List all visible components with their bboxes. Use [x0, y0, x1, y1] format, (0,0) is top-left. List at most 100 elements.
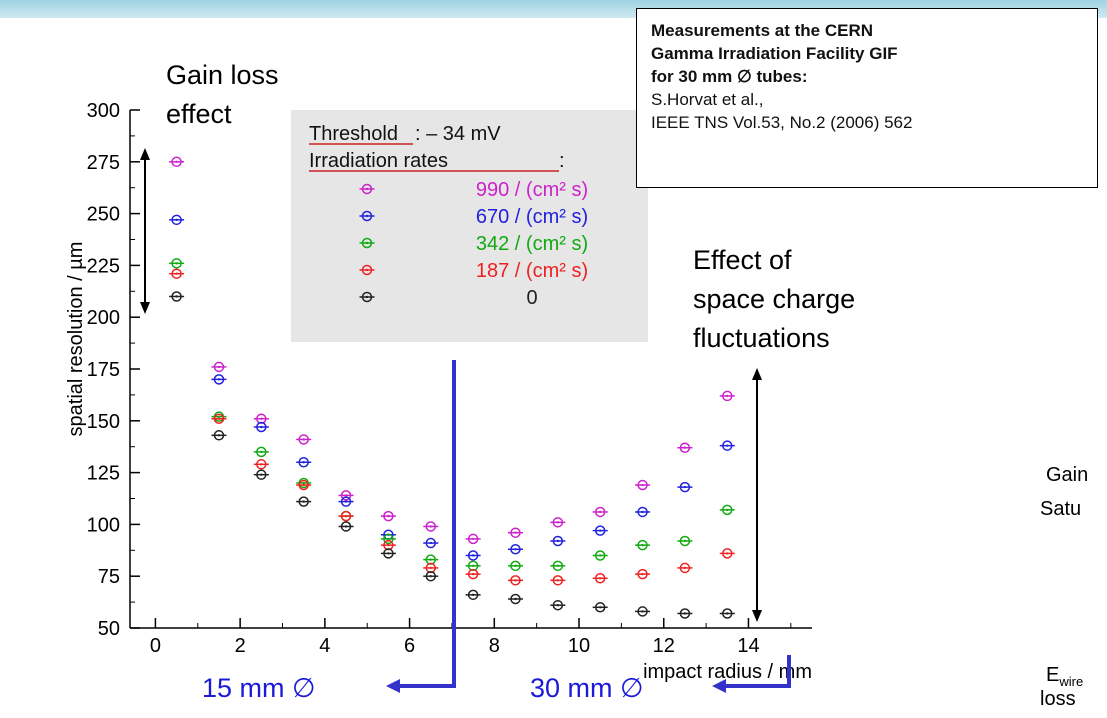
data-point [677, 562, 693, 574]
diameter-30-arrow-head [712, 679, 726, 693]
data-point [677, 442, 693, 453]
data-point [635, 539, 651, 551]
reference-line-5: IEEE TNS Vol.53, No.2 (2006) 562 [651, 113, 913, 132]
data-point [507, 593, 523, 605]
x-tick-label: 2 [235, 635, 246, 657]
data-point [719, 548, 735, 559]
space-charge-arrow-head-up [752, 368, 762, 380]
legend-entry-label: 670 / (cm² s) [476, 206, 588, 228]
data-point [211, 374, 227, 385]
data-point [507, 527, 523, 538]
data-point [169, 268, 185, 279]
data-point [719, 440, 735, 451]
space-charge-label-3: fluctuations [693, 323, 830, 353]
legend-entry-label: 187 / (cm² s) [476, 260, 588, 282]
data-point [338, 496, 354, 507]
legend-marker [359, 183, 375, 195]
legend-rates-suffix: : [559, 150, 565, 172]
data-point [677, 481, 693, 493]
data-point [296, 434, 312, 445]
data-point [677, 608, 693, 619]
legend-box [291, 110, 648, 342]
diameter-15-marker [396, 360, 456, 688]
legend-marker [359, 291, 375, 303]
data-point [550, 517, 566, 528]
y-axis-label: spatial resolution / µm [65, 242, 87, 437]
x-tick-label: 0 [150, 635, 161, 657]
ewire-label: Ewire [1046, 660, 1083, 697]
y-tick-label: 75 [98, 566, 120, 588]
y-tick-label: 225 [87, 255, 120, 277]
data-point [592, 525, 608, 536]
data-point [423, 521, 439, 532]
annotation-arrows [140, 148, 791, 693]
data-point [719, 390, 735, 402]
data-point [507, 544, 523, 555]
x-tick-label: 4 [319, 635, 330, 657]
data-point [635, 506, 651, 518]
y-tick-label: 125 [87, 463, 120, 485]
gain-loss-arrow-head-up [140, 148, 150, 160]
data-point [253, 446, 269, 458]
gain-loss-label-2: effect [166, 99, 232, 129]
data-point [338, 510, 354, 522]
data-point [380, 533, 396, 545]
diameter-15-label: 15 mm ∅ [202, 673, 316, 703]
legend-entry-label: 342 / (cm² s) [476, 233, 588, 255]
reference-line-2: Gamma Irradiation Facility GIF [651, 44, 898, 63]
data-point [719, 608, 735, 619]
data-point [635, 479, 651, 491]
ewire-main: E [1046, 664, 1060, 686]
data-point [380, 548, 396, 559]
data-point [211, 361, 227, 373]
data-point [211, 413, 227, 424]
space-charge-label-2: space charge [693, 284, 856, 314]
data-point [296, 496, 312, 507]
data-point [719, 504, 735, 516]
data-point [253, 459, 269, 470]
data-point [296, 479, 312, 491]
data-point [169, 156, 185, 168]
data-point [465, 533, 481, 545]
legend-threshold-value: : – 34 mV [415, 123, 501, 145]
y-tick-label: 175 [87, 359, 120, 381]
saturation-cut-label: Satu [1040, 498, 1082, 520]
y-tick-label: 250 [87, 204, 120, 226]
x-axis-label: impact radius / mm [643, 661, 812, 683]
gain-loss-label: Gain loss [166, 60, 279, 90]
data-point [169, 214, 185, 226]
gain-loss-arrow-head-down [140, 302, 150, 314]
data-point [550, 560, 566, 572]
ewire-subscript: wire [1059, 674, 1084, 689]
y-tick-label: 300 [87, 100, 120, 122]
legend-marker [359, 237, 375, 249]
data-point [592, 573, 608, 584]
space-charge-arrow-head-down [752, 610, 762, 622]
data-point [380, 510, 396, 522]
data-point [465, 550, 481, 561]
data-point [592, 550, 608, 561]
data-point [592, 602, 608, 613]
x-tick-label: 12 [653, 635, 675, 657]
y-tick-label: 200 [87, 307, 120, 329]
gain-cut-label: Gain [1046, 464, 1089, 486]
legend-entry-label: 0 [526, 287, 537, 309]
data-points [169, 156, 735, 619]
data-point [423, 537, 439, 549]
data-point [296, 456, 312, 468]
data-point [550, 599, 566, 611]
y-tick-label: 275 [87, 152, 120, 174]
space-charge-label-1: Effect of [693, 245, 792, 275]
y-tick-label: 50 [98, 618, 120, 640]
legend-entry-label: 990 / (cm² s) [476, 179, 588, 201]
data-point [677, 535, 693, 547]
data-point [550, 575, 566, 586]
legend-marker [359, 210, 375, 222]
x-tick-label: 6 [404, 635, 415, 657]
reference-line-4: S.Horvat et al., [651, 90, 764, 109]
reference-line-1: Measurements at the CERN [651, 21, 874, 40]
data-point [465, 568, 481, 580]
x-tick-label: 10 [568, 635, 590, 657]
reference-box: Measurements at the CERN Gamma Irradiati… [636, 8, 1098, 188]
data-point [592, 506, 608, 518]
